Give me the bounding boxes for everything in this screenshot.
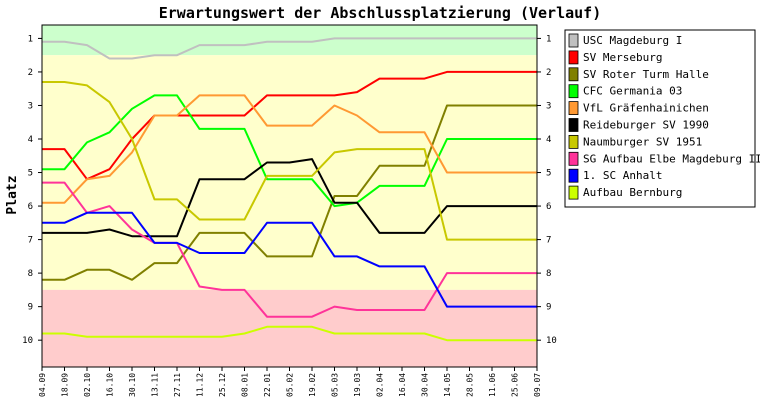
series-line-6: [42, 158, 537, 238]
x-tick-label: 14.05: [443, 373, 452, 397]
x-tick-label: 27.11: [173, 373, 182, 397]
zone-band-3: [42, 289, 537, 367]
legend-swatch: [568, 84, 579, 99]
series-line-2: [42, 70, 537, 181]
legend-label: VfL Gräfenhainichen: [583, 102, 709, 115]
legend-swatch: [568, 67, 579, 82]
legend-swatch: [568, 50, 579, 65]
x-tick-label: 13.11: [151, 373, 160, 397]
legend-label: Reideburger SV 1990: [583, 119, 709, 132]
legend-label: 1. SC Anhalt: [583, 169, 662, 182]
x-tick-label: 09.07: [533, 373, 542, 397]
y-tick-label: 1: [28, 34, 33, 44]
x-tick-label: 05.02: [286, 373, 295, 397]
series-line-8: [42, 181, 537, 318]
series-line-4: [42, 94, 537, 208]
y-tick-label-right: 6: [546, 202, 551, 212]
legend-swatch: [568, 134, 579, 149]
x-tick-label: 08.01: [241, 373, 250, 397]
y-tick-label-right: 1: [546, 34, 551, 44]
y-tick-label: 10: [22, 336, 33, 346]
series-line-1: [42, 37, 537, 60]
y-tick-label: 6: [28, 202, 33, 212]
x-tick-label: 11.12: [196, 373, 205, 397]
legend-box: [564, 29, 756, 208]
y-tick-label-right: 4: [546, 135, 551, 145]
x-tick-label: 30.10: [128, 373, 137, 397]
legend-label: CFC Germania 03: [583, 85, 682, 98]
series-line-7: [42, 81, 537, 241]
x-tick-label: 19.03: [353, 373, 362, 397]
y-tick-label-right: 10: [546, 336, 557, 346]
x-tick-label: 18.09: [61, 373, 70, 397]
legend-swatch: [568, 33, 579, 48]
y-tick-label: 8: [28, 269, 33, 279]
series-line-3: [42, 104, 537, 281]
legend-label: SG Aufbau Elbe Magdeburg III: [583, 152, 760, 165]
x-tick-label: 22.01: [263, 373, 272, 397]
x-tick-label: 28.05: [466, 373, 475, 397]
x-tick-label: 30.04: [421, 373, 430, 397]
x-tick-label: 04.09: [38, 373, 47, 397]
x-tick-label: 16.10: [106, 373, 115, 397]
y-axis-left: 1 2 3 4 5 6 7 8 9 10: [22, 34, 42, 346]
legend-swatch: [568, 101, 579, 115]
x-tick-label: 25.06: [511, 373, 520, 397]
legend: USC Magdeburg I SV Merseburg SV Roter Turm…: [564, 29, 760, 208]
chart-title: Erwartungswert der Abschlussplatzierung …: [159, 4, 602, 22]
series-line-10: [42, 325, 537, 342]
x-tick-label: 02.04: [376, 373, 385, 397]
legend-label: SV Merseburg: [583, 51, 662, 64]
series-lines: [42, 37, 537, 342]
legend-swatch: [568, 151, 579, 166]
series-line-9: [42, 211, 537, 308]
legend-label: USC Magdeburg I: [583, 34, 682, 47]
legend-label: SV Roter Turm Halle: [583, 68, 709, 81]
y-tick-label-right: 5: [546, 169, 551, 179]
legend-label: Aufbau Bernburg: [583, 186, 682, 199]
zone-band-1: [42, 25, 537, 56]
y-axis-right: 1 2 3 4 5 6 7 8 9 10: [537, 34, 557, 346]
legend-swatch: [568, 168, 579, 183]
y-tick-label-right: 8: [546, 269, 551, 279]
x-tick-label: 19.02: [308, 373, 317, 397]
legend-label: Naumburger SV 1951: [583, 135, 702, 148]
y-tick-label-right: 3: [546, 101, 551, 111]
y-tick-label: 4: [28, 135, 33, 145]
y-tick-label: 5: [28, 169, 33, 179]
x-axis: 04.09 18.09 02.10 16.10 30.10 13.11 27.11 11.12…: [38, 367, 542, 397]
x-tick-label: 16.04: [398, 373, 407, 397]
y-tick-label-right: 9: [546, 303, 551, 313]
y-tick-label-right: 2: [546, 68, 551, 78]
y-tick-label: 3: [28, 101, 33, 111]
x-tick-label: 02.10: [83, 373, 92, 397]
y-tick-label: 7: [28, 236, 33, 246]
y-tick-label: 9: [28, 303, 33, 313]
legend-swatch: [568, 185, 579, 200]
x-tick-label: 05.03: [331, 373, 340, 397]
y-axis-label: Platz: [5, 175, 20, 214]
x-tick-label: 11.06: [488, 373, 497, 397]
series-line-5: [42, 94, 537, 204]
x-tick-label: 25.12: [218, 373, 227, 397]
legend-swatch: [568, 118, 579, 132]
y-tick-label-right: 7: [546, 236, 551, 246]
y-tick-label: 2: [28, 68, 33, 78]
